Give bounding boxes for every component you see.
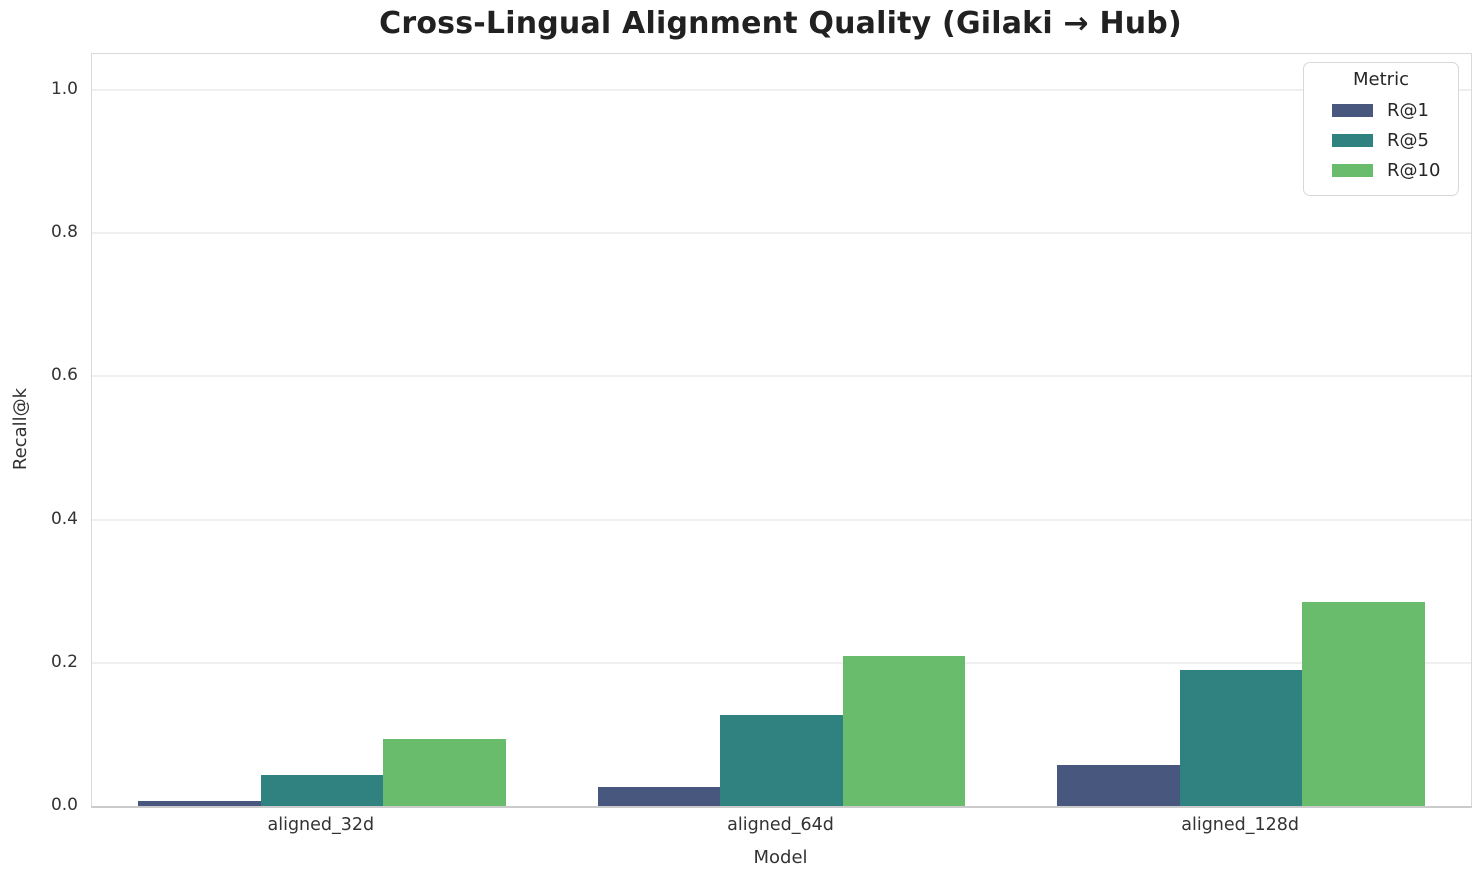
legend-swatch-icon [1332,103,1373,117]
bar-aligned_64d-R@1 [597,787,721,806]
x-axis-label: Model [753,847,808,868]
bar-aligned_32d-R@5 [260,774,384,806]
y-tick-label: 0.0 [50,795,78,815]
legend-label: R@5 [1387,129,1429,151]
gridline [92,88,1471,91]
x-tick-label: aligned_32d [267,815,375,835]
y-tick-label: 0.4 [50,508,78,529]
bar-aligned_128d-R@1 [1057,765,1180,806]
bar-aligned_64d-R@10 [842,655,966,806]
plot-area [91,53,1472,808]
legend-label: R@1 [1387,99,1429,121]
y-tick-label: 0.8 [50,222,78,243]
gridline [92,375,1471,378]
legend: Metric R@1 R@5 R@10 [1303,62,1459,196]
gridline [92,232,1471,235]
legend-swatch-icon [1332,133,1373,147]
bar-aligned_32d-R@1 [137,801,261,806]
bar-aligned_128d-R@10 [1302,601,1426,806]
y-tick-label: 1.0 [50,78,78,99]
y-tick-label: 0.2 [50,651,78,672]
bar-aligned_64d-R@5 [720,715,843,806]
gridline [92,518,1471,521]
x-tick-label: aligned_64d [727,815,834,835]
gridline [92,661,1471,664]
bar-aligned_128d-R@5 [1179,669,1303,806]
chart-title: Cross-Lingual Alignment Quality (Gilaki … [379,6,1182,41]
y-tick-label: 0.6 [50,365,78,386]
y-axis-label: Recall@k [10,387,31,471]
bar-aligned_32d-R@10 [383,738,506,806]
legend-entry-R@10: R@10 [1312,155,1450,185]
legend-title: Metric [1353,69,1409,90]
legend-entry-R@1: R@1 [1312,95,1450,125]
legend-label: R@10 [1387,159,1441,181]
legend-swatch-icon [1332,163,1373,177]
legend-entries: R@1 R@5 R@10 [1312,95,1450,185]
x-tick-label: aligned_128d [1181,815,1300,835]
legend-entry-R@5: R@5 [1312,125,1450,155]
